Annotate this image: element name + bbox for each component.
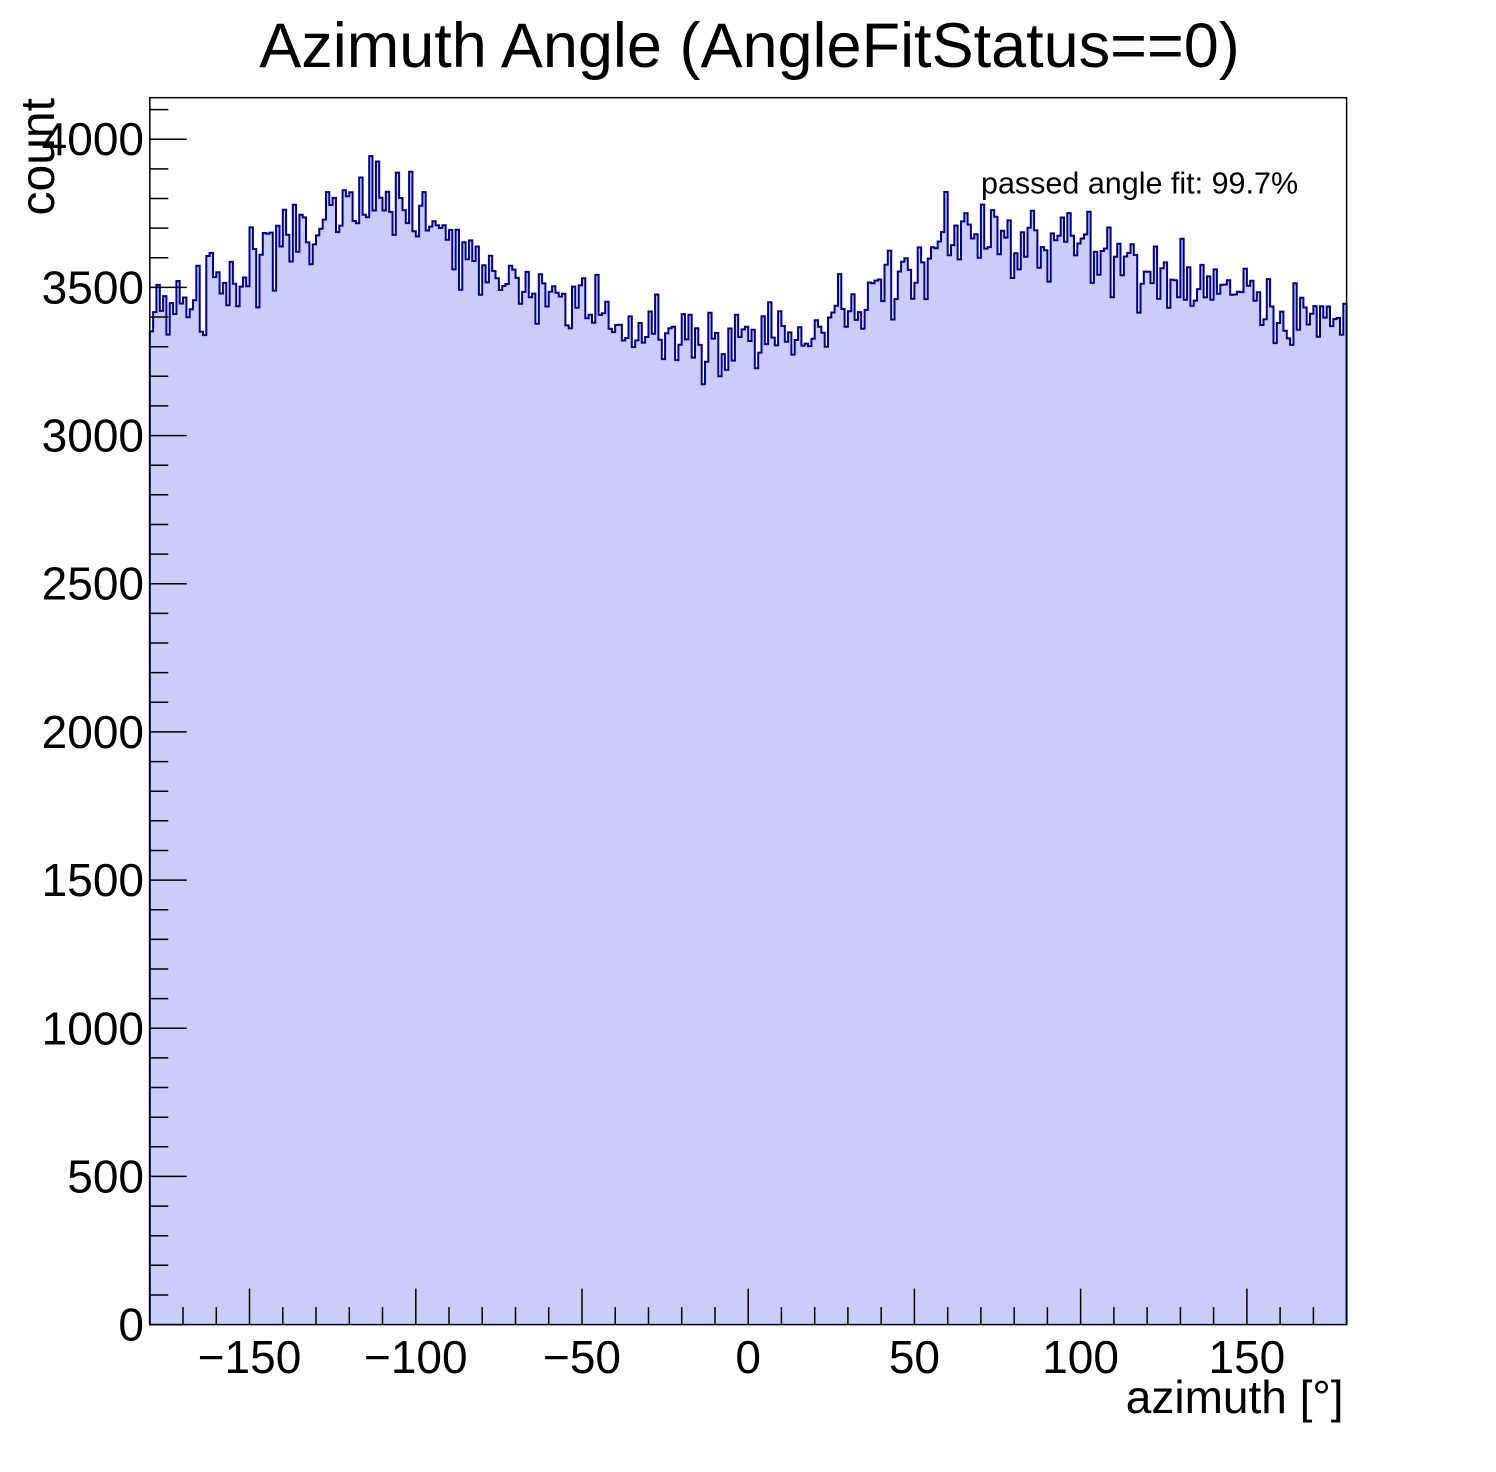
svg-text:1500: 1500	[42, 854, 144, 906]
svg-text:50: 50	[889, 1331, 940, 1383]
svg-text:0: 0	[118, 1299, 144, 1351]
svg-text:0: 0	[735, 1331, 761, 1383]
svg-text:count: count	[12, 98, 65, 215]
svg-text:150: 150	[1209, 1331, 1286, 1383]
svg-text:3500: 3500	[42, 261, 144, 313]
svg-text:2000: 2000	[42, 706, 144, 758]
svg-text:100: 100	[1042, 1331, 1119, 1383]
svg-text:azimuth [°]: azimuth [°]	[1126, 1371, 1344, 1423]
svg-text:−100: −100	[364, 1331, 468, 1383]
svg-text:3000: 3000	[42, 410, 144, 462]
svg-text:−150: −150	[198, 1331, 302, 1383]
svg-text:passed angle fit: 99.7%: passed angle fit: 99.7%	[981, 167, 1298, 201]
svg-text:−50: −50	[543, 1331, 621, 1383]
svg-text:2500: 2500	[42, 558, 144, 610]
svg-text:1000: 1000	[42, 1002, 144, 1054]
svg-text:500: 500	[67, 1150, 144, 1202]
svg-text:Azimuth Angle (AngleFitStatus=: Azimuth Angle (AngleFitStatus==0)	[259, 11, 1240, 81]
svg-text:4000: 4000	[42, 113, 144, 165]
